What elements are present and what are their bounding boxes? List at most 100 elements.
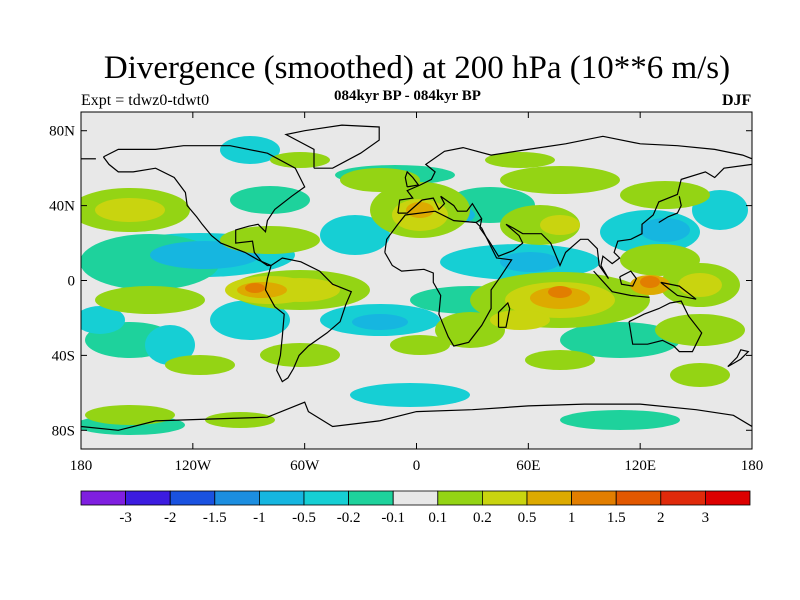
chart-subtitle: 084kyr BP - 084kyr BP	[334, 88, 481, 104]
divergence-contour	[525, 350, 595, 370]
y-axis: 80N 40N 0 40S 80S	[49, 124, 752, 439]
coastline	[497, 301, 511, 328]
divergence-contour	[81, 306, 125, 334]
divergence-contour	[350, 383, 470, 407]
colorbar-label: 1	[568, 510, 576, 526]
x-tick-label: 60E	[516, 458, 540, 474]
colorbar-label: -2	[164, 510, 177, 526]
colorbar-swatch	[660, 490, 706, 506]
divergence-contour	[270, 152, 330, 168]
divergence-contour	[560, 322, 680, 358]
y-tick-label: 80S	[52, 423, 75, 439]
colorbar-swatch	[125, 490, 171, 506]
divergence-contour	[85, 405, 175, 425]
colorbar-label: 1.5	[607, 510, 626, 526]
divergence-contour	[678, 273, 722, 297]
coastline	[475, 218, 483, 223]
colorbar-swatch	[348, 490, 394, 506]
divergence-contour	[670, 363, 730, 387]
colorbar-label: 0.2	[473, 510, 492, 526]
divergence-contour	[435, 312, 505, 348]
divergence-contour	[485, 152, 555, 168]
coastline	[628, 300, 703, 353]
colorbar-label: -0.2	[337, 510, 361, 526]
coastline	[658, 196, 682, 224]
divergence-contour	[230, 186, 310, 214]
colorbar-label: -1.5	[203, 510, 227, 526]
colorbar-swatch	[258, 490, 305, 506]
colorbar-label: -0.5	[292, 510, 316, 526]
x-tick-label: 120W	[174, 458, 212, 474]
coastline	[81, 401, 752, 431]
coastline	[727, 349, 750, 368]
divergence-contour	[500, 252, 560, 272]
coastline	[619, 270, 638, 287]
divergence-contour	[220, 226, 320, 254]
map-area	[81, 112, 752, 449]
y-tick-label: 0	[68, 274, 76, 290]
x-tick-label: 60W	[290, 458, 320, 474]
colorbar-swatch	[571, 490, 617, 506]
coastline	[660, 281, 697, 300]
y-tick-label: 40S	[52, 348, 75, 364]
divergence-contour	[210, 300, 290, 340]
divergence-contour	[320, 215, 390, 255]
coastline	[284, 124, 380, 169]
colorbar-swatch	[705, 490, 751, 506]
divergence-contour	[640, 276, 660, 288]
coastline	[384, 210, 513, 347]
divergence-field	[81, 136, 748, 435]
coastline	[404, 170, 420, 188]
colorbar-swatch	[615, 490, 662, 506]
divergence-contour	[145, 325, 195, 365]
colorbar-swatch	[526, 490, 572, 506]
divergence-contour	[640, 218, 690, 242]
coastline	[102, 145, 306, 267]
divergence-contour	[95, 198, 165, 222]
coastline	[264, 257, 353, 383]
divergence-contour	[245, 283, 265, 293]
coastlines	[81, 124, 752, 431]
colorbar-label: 3	[702, 510, 710, 526]
coastline	[397, 135, 752, 214]
divergence-contour	[620, 181, 710, 209]
coastline	[593, 270, 650, 298]
colorbar-swatch	[392, 490, 439, 506]
divergence-contour	[490, 310, 550, 330]
divergence-contour	[500, 166, 620, 194]
season-label: DJF	[722, 92, 752, 109]
chart-title: Divergence (smoothed) at 200 hPa (10**6 …	[103, 50, 731, 86]
x-tick-label: 180	[70, 458, 93, 474]
colorbar-swatch	[169, 490, 216, 506]
y-tick-label: 40N	[49, 199, 75, 215]
y-tick-label: 80N	[49, 124, 75, 140]
x-tick-label: 120E	[624, 458, 656, 474]
colorbar-label: -1	[253, 510, 266, 526]
experiment-label: Expt = tdwz0-tdwt0	[81, 92, 210, 109]
divergence-contour	[560, 410, 680, 430]
colorbar-label: 2	[657, 510, 665, 526]
divergence-contour	[352, 314, 408, 330]
colorbar-label: 0.5	[518, 510, 537, 526]
colorbar-swatch	[481, 490, 528, 506]
colorbar-label: 0.1	[428, 510, 447, 526]
colorbar-swatch	[437, 490, 483, 506]
divergence-contour	[205, 412, 275, 428]
divergence-contour	[340, 168, 420, 192]
x-tick-label: 0	[413, 458, 421, 474]
divergence-contour	[95, 286, 205, 314]
colorbar-swatch	[80, 490, 126, 506]
x-tick-label: 180	[741, 458, 764, 474]
x-axis: 180 120W 60W 0 60E 120E 180	[70, 112, 764, 474]
divergence-contour	[540, 215, 580, 235]
divergence-contour	[548, 286, 572, 298]
colorbar: -3 -2 -1.5 -1 -0.5 -0.2 -0.1 0.1 0.2 0.5 1 1.5 2 3	[80, 490, 751, 526]
divergence-contour	[165, 355, 235, 375]
colorbar-label: -0.1	[381, 510, 405, 526]
coastline	[397, 163, 752, 279]
divergence-contour	[620, 244, 700, 276]
colorbar-label: -3	[119, 510, 132, 526]
colorbar-swatch	[214, 490, 260, 506]
divergence-contour	[390, 335, 450, 355]
